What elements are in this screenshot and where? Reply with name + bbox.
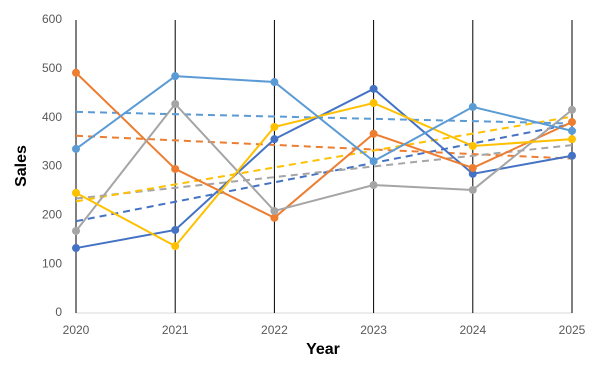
x-tick-label: 2023 xyxy=(360,323,387,337)
data-point xyxy=(568,151,576,160)
y-tick-label: 200 xyxy=(42,208,62,222)
data-point xyxy=(468,169,477,178)
data-point xyxy=(270,135,279,144)
trend-line xyxy=(75,123,573,223)
data-point xyxy=(369,181,378,190)
data-point xyxy=(270,78,279,87)
data-point xyxy=(270,213,279,222)
data-point xyxy=(171,225,180,234)
y-tick-label: 600 xyxy=(42,12,62,26)
y-axis-title: Sales xyxy=(13,145,30,187)
y-tick-label: 300 xyxy=(42,159,62,173)
data-point xyxy=(468,141,477,150)
x-axis-title: Year xyxy=(306,341,340,358)
x-tick-label: 2022 xyxy=(261,323,288,337)
x-tick-label: 2020 xyxy=(63,323,90,337)
series-line xyxy=(75,72,573,219)
data-point xyxy=(72,144,80,153)
series-line xyxy=(75,102,573,232)
y-tick-label: 500 xyxy=(42,61,62,75)
data-point xyxy=(72,244,80,253)
data-point xyxy=(568,118,576,127)
data-point xyxy=(468,185,477,194)
data-point xyxy=(270,122,279,131)
data-point xyxy=(568,126,576,135)
data-point xyxy=(72,226,80,235)
series-line xyxy=(75,101,573,248)
data-point xyxy=(270,206,279,215)
data-point xyxy=(468,163,477,172)
trend-line xyxy=(75,115,573,203)
trend-line xyxy=(75,134,573,160)
y-tick-label: 0 xyxy=(55,305,62,319)
data-point xyxy=(468,102,477,111)
y-tick-label: 400 xyxy=(42,110,62,124)
data-point xyxy=(171,72,180,81)
data-point xyxy=(369,129,378,138)
data-point xyxy=(568,135,576,144)
data-point xyxy=(171,242,180,251)
data-point xyxy=(369,99,378,108)
data-point xyxy=(369,84,378,93)
data-point xyxy=(568,105,576,114)
x-tick-label: 2025 xyxy=(559,323,586,337)
data-point xyxy=(369,157,378,166)
series-line xyxy=(75,75,573,163)
trend-line xyxy=(75,110,573,125)
data-point xyxy=(171,164,180,173)
data-point xyxy=(72,188,80,197)
y-tick-label: 100 xyxy=(42,256,62,270)
data-point xyxy=(72,68,80,77)
data-point xyxy=(171,99,180,108)
x-tick-label: 2024 xyxy=(459,323,486,337)
x-tick-label: 2021 xyxy=(162,323,189,337)
